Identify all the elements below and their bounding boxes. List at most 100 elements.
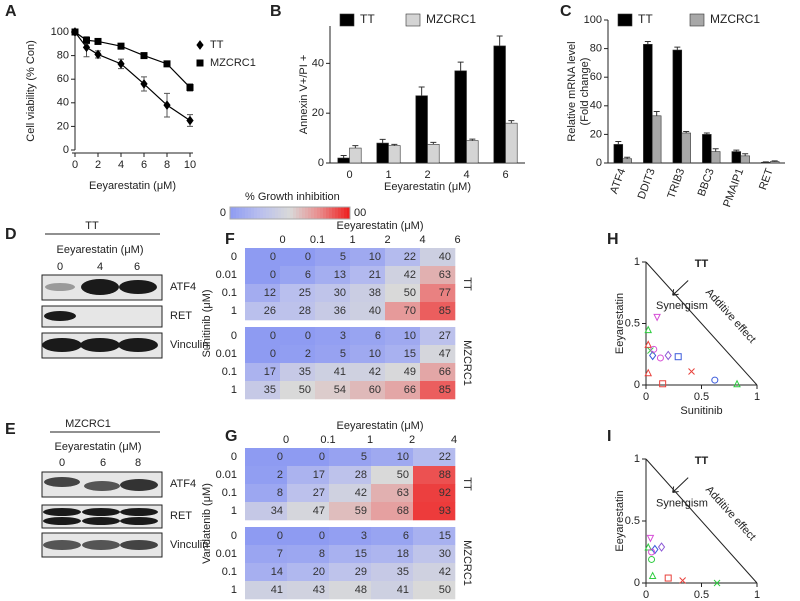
x-tick-label: 6: [502, 169, 508, 181]
band: [80, 338, 120, 352]
cell-value: 42: [369, 366, 381, 378]
legend-swatch: [339, 13, 355, 27]
x-tick-label: 4: [463, 169, 469, 181]
bar: [651, 115, 662, 164]
y-axis-label: Eeyarestatin: [614, 293, 626, 354]
error-bar: [418, 86, 425, 96]
cell-value: 50: [397, 469, 409, 481]
lane-label: 0: [59, 457, 65, 469]
heatmap-cell: [315, 345, 351, 364]
error-bar: [340, 155, 347, 159]
cell-value: 20: [313, 566, 325, 578]
cell-value: 0: [319, 530, 325, 542]
y-tick-label: 0: [596, 157, 602, 169]
bar: [388, 145, 401, 164]
point: [651, 544, 659, 555]
cell-value: 30: [439, 548, 451, 560]
heatmap-cell: [287, 545, 330, 564]
band: [118, 338, 158, 352]
row-label: 0: [231, 330, 237, 342]
heatmap-cell: [371, 545, 414, 564]
colorbar-swatch: [329, 207, 333, 219]
point: [674, 353, 682, 361]
heatmap-cell: [420, 345, 456, 364]
row-label: 0.1: [222, 487, 237, 499]
cell-value: 34: [271, 505, 283, 517]
cell-value: 15: [439, 530, 451, 542]
row-label: 0.01: [216, 269, 237, 281]
colorbar-swatch: [323, 207, 327, 219]
y-axis-label: Sunitinib (μM): [201, 289, 213, 357]
point: [688, 368, 695, 375]
cell-value: 50: [439, 584, 451, 596]
y-tick-label: 20: [312, 107, 324, 119]
protein-label: RET: [170, 510, 192, 522]
heatmap-cell: [280, 248, 316, 267]
colorbar-swatch: [347, 207, 351, 219]
heatmap-cell: [413, 563, 456, 582]
error-bar: [496, 35, 503, 46]
cell-value: 0: [277, 451, 283, 463]
heatmap-cell: [287, 466, 330, 485]
heatmap-cell: [329, 581, 372, 600]
panel-letter: E: [5, 421, 16, 438]
cell-value: 42: [439, 566, 451, 578]
point: [117, 59, 125, 69]
y-tick-label: 40: [590, 100, 602, 112]
y-tick-label: 0.5: [625, 515, 640, 527]
cell-value: 10: [397, 451, 409, 463]
y-axis-label: Eeyarestatin: [614, 490, 626, 551]
cell-value: 35: [397, 566, 409, 578]
cell-value: 59: [355, 505, 367, 517]
cell-value: 88: [439, 469, 451, 481]
bar: [466, 140, 479, 164]
cell-value: 70: [404, 305, 416, 317]
row-label: 0.1: [222, 287, 237, 299]
colorbar-swatch: [257, 207, 261, 219]
heatmap-cell: [420, 248, 456, 267]
point: [186, 115, 194, 126]
panel-letter: F: [225, 231, 235, 248]
heatmap-cell: [385, 345, 421, 364]
colorbar-swatch: [281, 207, 285, 219]
heatmap-cell: [287, 563, 330, 582]
error-bar: [430, 141, 437, 145]
arrow: [672, 477, 689, 493]
band: [43, 540, 81, 550]
cell-value: 35: [264, 384, 276, 396]
heatmap-cell: [245, 502, 288, 521]
heatmap-cell: [315, 284, 351, 303]
column-label: 1: [367, 434, 373, 446]
colorbar-swatch: [248, 207, 252, 219]
series-line: [74, 31, 191, 88]
heatmap-cell: [280, 284, 316, 303]
y-axis-label: Annexin V+/PI +: [298, 55, 310, 135]
colorbar-swatch: [332, 207, 336, 219]
point: [648, 571, 657, 580]
legend-marker: [196, 40, 204, 50]
x-tick-label: BBC3: [696, 167, 717, 198]
legend-swatch: [405, 13, 421, 27]
cell-value: 5: [361, 451, 367, 463]
bar: [710, 151, 721, 164]
heatmap-cell: [280, 327, 316, 346]
bar: [643, 44, 653, 164]
panel-letter: G: [225, 428, 237, 445]
colorbar-swatch: [341, 207, 345, 219]
bar: [505, 122, 518, 164]
y-axis-label: Vandatenib (μM): [201, 483, 213, 564]
cell-value: 68: [397, 505, 409, 517]
heatmap-cell: [371, 527, 414, 546]
point: [659, 380, 667, 388]
heatmap-cell: [385, 248, 421, 267]
colorbar-swatch: [251, 207, 255, 219]
lane-label: 4: [97, 261, 103, 273]
colorbar-swatch: [245, 207, 249, 219]
x-tick-label: DDIT3: [636, 167, 658, 201]
cell-value: 47: [439, 348, 451, 360]
x-tick-label: 1: [754, 391, 760, 403]
colorbar-swatch: [317, 207, 321, 219]
heatmap-cell: [245, 381, 281, 400]
point: [117, 42, 125, 50]
x-tick-label: 10: [184, 159, 196, 171]
